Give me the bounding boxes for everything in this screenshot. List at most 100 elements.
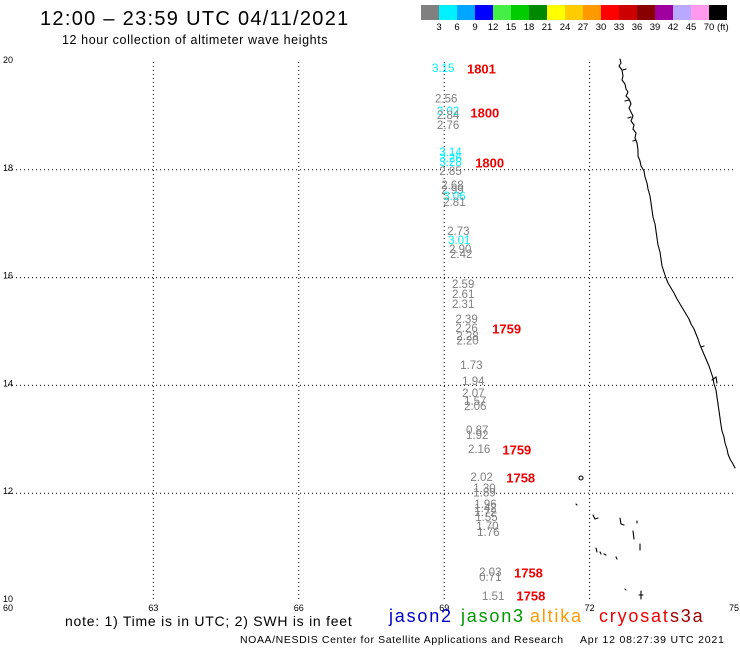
color-scale-swatch xyxy=(421,5,439,20)
pass-time-label: 1800 xyxy=(470,106,499,121)
lon-tick-label: 63 xyxy=(148,603,158,613)
wave-height-label: 0.87 xyxy=(466,425,488,437)
color-scale-label: 15 xyxy=(505,22,517,33)
pass-time-label: 1758 xyxy=(506,471,535,486)
map-subtitle: 12 hour collection of altimeter wave hei… xyxy=(62,33,329,47)
color-scale-label: 24 xyxy=(559,22,571,33)
color-scale-swatch xyxy=(691,5,709,20)
color-scale-label: 3 xyxy=(436,22,442,33)
map-title: 12:00 – 23:59 UTC 04/11/2021 xyxy=(40,8,350,30)
lon-tick-label: 66 xyxy=(294,603,304,613)
island-mark xyxy=(578,475,584,481)
credit-text: NOAA/NESDIS Center for Satellite Applica… xyxy=(240,634,564,646)
legend-jason2: jason2 xyxy=(389,606,453,626)
pass-time-label: 1758 xyxy=(516,589,545,604)
color-scale-swatch xyxy=(547,5,565,20)
grid-lines xyxy=(8,62,735,601)
wave-height-label: 1.57 xyxy=(464,396,486,408)
color-scale-swatch xyxy=(475,5,493,20)
pass-time-label: 1759 xyxy=(502,443,531,458)
wave-height-label: 3.28 xyxy=(439,157,461,169)
color-scale-label: 6 xyxy=(454,22,460,33)
lat-tick-label: 12 xyxy=(3,486,13,496)
wave-height-label: 2.68 xyxy=(441,180,463,192)
wave-height-labels: 3.15 2.563.022.842.76 3.143.263.282.85 2.68… xyxy=(432,63,504,603)
coastline-notches xyxy=(622,68,718,384)
wave-height-label: 3.26 xyxy=(439,153,461,165)
wave-height-label: 2.61 xyxy=(452,289,474,301)
wave-height-label: 2.59 xyxy=(452,279,474,291)
coastline xyxy=(575,58,736,600)
color-scale-label: 70 xyxy=(703,22,715,33)
color-scale-label: 36 xyxy=(631,22,643,33)
wave-height-label: 2.99 xyxy=(441,185,463,197)
island-marks-path xyxy=(575,503,644,600)
note-text: note: 1) Time is in UTC; 2) SWH is in fe… xyxy=(65,613,353,629)
wave-height-label: 2.28 xyxy=(456,331,478,343)
color-scale-swatch xyxy=(493,5,511,20)
wave-height-label: 2.84 xyxy=(437,110,460,122)
wave-height-label: 1.96 xyxy=(474,499,496,511)
wave-height-label: 0.71 xyxy=(479,572,501,584)
lon-tick-label: 72 xyxy=(585,603,595,613)
wave-height-label: 1.72 xyxy=(474,507,496,519)
wave-height-label: 2.56 xyxy=(435,94,457,106)
wave-height-label: 2.90 xyxy=(449,244,471,256)
wave-height-label: 1.73 xyxy=(460,360,482,372)
legend-jason3: jason3 xyxy=(461,606,525,626)
wave-height-label: 3.14 xyxy=(439,147,462,159)
wave-height-label: 2.06 xyxy=(464,401,486,413)
wave-height-label: 1.70 xyxy=(476,521,498,533)
lat-tick-label: 16 xyxy=(3,271,13,281)
color-scale-label: 42 xyxy=(667,22,679,33)
lat-tick-label: 18 xyxy=(3,163,13,173)
wave-height-label: 1.51 xyxy=(482,591,504,603)
color-scale-swatch xyxy=(601,5,619,20)
wave-height-label: 2.03 xyxy=(479,567,501,579)
color-scale-label: 12 xyxy=(487,22,499,33)
wave-height-label: 2.16 xyxy=(468,444,490,456)
lat-tick-label: 20 xyxy=(3,55,13,65)
wave-height-label: 1.76 xyxy=(477,527,499,539)
color-scale-swatch xyxy=(709,5,727,20)
wave-height-label: 1.42 xyxy=(474,503,496,515)
wave-height-label: 2.20 xyxy=(456,336,478,348)
wave-height-label: 2.07 xyxy=(462,388,484,400)
legend-cryosat: cryosat xyxy=(599,606,670,626)
wave-height-label: 1.94 xyxy=(462,376,485,388)
wave-height-label: 2.42 xyxy=(450,249,472,261)
lat-tick-label: 10 xyxy=(3,594,13,604)
island-marks xyxy=(575,475,644,600)
color-scale-swatch xyxy=(529,5,547,20)
wave-height-label: 1.92 xyxy=(466,430,488,442)
color-scale-label: 27 xyxy=(577,22,589,33)
lon-tick-label: 69 xyxy=(439,603,449,613)
color-scale-label: 21 xyxy=(541,22,553,33)
color-scale-label: 39 xyxy=(649,22,661,33)
color-scale-swatch xyxy=(565,5,583,20)
color-scale-label: 18 xyxy=(523,22,535,33)
lon-tick-label: 60 xyxy=(3,603,13,613)
wave-height-label: 2.26 xyxy=(455,323,477,335)
legend-altika: altika xyxy=(530,606,583,626)
india-west-coastline xyxy=(618,58,736,469)
color-scale-swatch xyxy=(673,5,691,20)
wave-height-label: 2.85 xyxy=(439,166,461,178)
color-scale-swatch xyxy=(439,5,457,20)
color-scale-swatch xyxy=(655,5,673,20)
legend-s3a: s3a xyxy=(670,606,705,626)
wave-height-label: 2.73 xyxy=(447,226,469,238)
wave-height-label: 3.02 xyxy=(437,106,459,118)
color-scale-label: 33 xyxy=(613,22,625,33)
wave-height-label: 1.55 xyxy=(475,512,497,524)
wave-height-label: 2.81 xyxy=(443,197,465,209)
wave-height-label: 1.89 xyxy=(473,488,495,500)
color-scale-label: 45 xyxy=(685,22,697,33)
color-scale-unit: (ft) xyxy=(717,22,729,33)
generated-timestamp: Apr 12 08:27:39 UTC 2021 xyxy=(580,634,725,646)
color-scale-swatch xyxy=(583,5,601,20)
wave-height-label: 2.76 xyxy=(437,120,459,132)
pass-time-labels: 1801 1800 1800 1759 1759 1758 1758 1758 xyxy=(467,62,545,604)
